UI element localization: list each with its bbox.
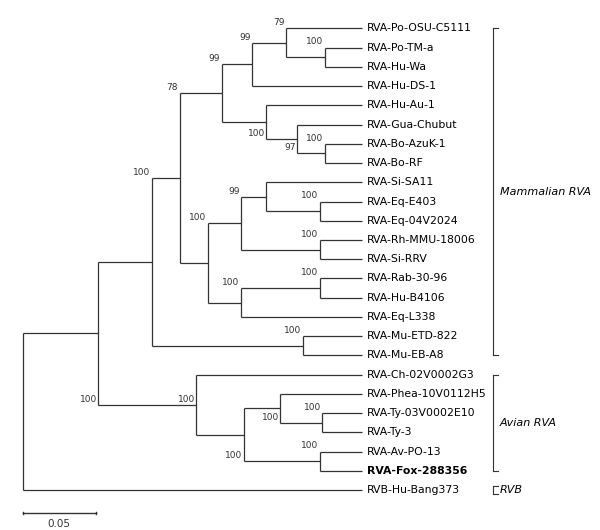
Text: RVA-Gua-Chubut: RVA-Gua-Chubut	[367, 120, 458, 129]
Text: RVA-Mu-EB-A8: RVA-Mu-EB-A8	[367, 350, 445, 360]
Text: RVA-Hu-Au-1: RVA-Hu-Au-1	[367, 100, 436, 110]
Text: 100: 100	[247, 129, 265, 138]
Text: 100: 100	[262, 412, 279, 421]
Text: RVA-Bo-AzuK-1: RVA-Bo-AzuK-1	[367, 139, 446, 149]
Text: 100: 100	[306, 134, 323, 143]
Text: RVA-Si-RRV: RVA-Si-RRV	[367, 254, 428, 264]
Text: 100: 100	[79, 394, 97, 403]
Text: 100: 100	[188, 213, 206, 222]
Text: RVA-Ch-02V0002G3: RVA-Ch-02V0002G3	[367, 369, 475, 379]
Text: RVA-Mu-ETD-822: RVA-Mu-ETD-822	[367, 331, 458, 341]
Text: 100: 100	[304, 403, 321, 412]
Text: 100: 100	[222, 278, 239, 287]
Text: RVA-Rh-MMU-18006: RVA-Rh-MMU-18006	[367, 235, 476, 245]
Text: 79: 79	[273, 18, 284, 27]
Text: RVA-Eq-E403: RVA-Eq-E403	[367, 197, 437, 207]
Text: RVA-Hu-B4106: RVA-Hu-B4106	[367, 293, 446, 303]
Text: 100: 100	[178, 394, 195, 403]
Text: 99: 99	[208, 54, 220, 63]
Text: 100: 100	[301, 230, 318, 239]
Text: RVA-Hu-Wa: RVA-Hu-Wa	[367, 62, 427, 72]
Text: RVA-Fox-288356: RVA-Fox-288356	[367, 466, 467, 476]
Text: RVA-Eq-L338: RVA-Eq-L338	[367, 312, 437, 322]
Text: Mammalian RVA: Mammalian RVA	[500, 187, 591, 197]
Text: RVB: RVB	[500, 485, 523, 495]
Text: 99: 99	[228, 187, 239, 196]
Text: 100: 100	[284, 326, 301, 335]
Text: Avian RVA: Avian RVA	[500, 418, 557, 428]
Text: 100: 100	[225, 451, 242, 460]
Text: RVA-Ty-03V0002E10: RVA-Ty-03V0002E10	[367, 408, 476, 418]
Text: 100: 100	[301, 441, 318, 450]
Text: RVA-Eq-04V2024: RVA-Eq-04V2024	[367, 216, 459, 226]
Text: 100: 100	[306, 38, 323, 47]
Text: RVA-Phea-10V0112H5: RVA-Phea-10V0112H5	[367, 389, 487, 399]
Text: 78: 78	[166, 83, 178, 92]
Text: 100: 100	[133, 168, 150, 177]
Text: 0.05: 0.05	[48, 518, 71, 528]
Text: RVB-Hu-Bang373: RVB-Hu-Bang373	[367, 485, 460, 495]
Text: 97: 97	[284, 143, 296, 152]
Text: 99: 99	[239, 33, 251, 42]
Text: 100: 100	[301, 191, 318, 200]
Text: RVA-Po-OSU-C5111: RVA-Po-OSU-C5111	[367, 23, 472, 33]
Text: RVA-Ty-3: RVA-Ty-3	[367, 427, 413, 437]
Text: RVA-Hu-DS-1: RVA-Hu-DS-1	[367, 81, 437, 91]
Text: 100: 100	[301, 268, 318, 277]
Text: RVA-Rab-30-96: RVA-Rab-30-96	[367, 273, 448, 284]
Text: RVA-Bo-RF: RVA-Bo-RF	[367, 158, 424, 168]
Text: RVA-Po-TM-a: RVA-Po-TM-a	[367, 42, 434, 52]
Text: RVA-Av-PO-13: RVA-Av-PO-13	[367, 447, 442, 457]
Text: RVA-Si-SA11: RVA-Si-SA11	[367, 177, 434, 187]
